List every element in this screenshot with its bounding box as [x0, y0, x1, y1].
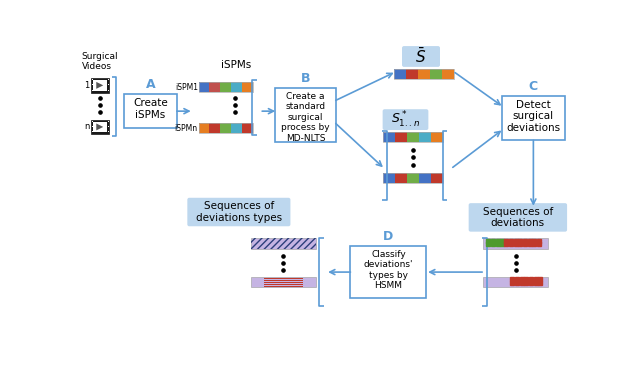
Polygon shape	[96, 82, 103, 89]
Bar	[92, 121, 93, 122]
Text: A: A	[146, 78, 156, 91]
Bar	[431, 132, 444, 142]
Bar	[407, 173, 419, 183]
Text: C: C	[529, 79, 538, 93]
Text: 1: 1	[84, 81, 90, 90]
Bar	[264, 284, 303, 285]
Bar	[108, 89, 109, 91]
Text: B: B	[301, 72, 310, 85]
Bar	[220, 82, 231, 92]
Text: Detect
surgical
deviations: Detect surgical deviations	[506, 100, 561, 133]
Bar	[394, 69, 454, 79]
Bar	[264, 286, 303, 287]
Bar	[431, 173, 444, 183]
Bar	[407, 132, 419, 142]
Bar	[419, 132, 431, 142]
Bar	[351, 246, 426, 298]
FancyBboxPatch shape	[468, 203, 567, 231]
Text: Sequences of
deviations types: Sequences of deviations types	[196, 201, 282, 223]
Text: D: D	[383, 230, 394, 243]
Bar	[394, 69, 406, 79]
Bar	[93, 80, 107, 91]
Bar	[418, 69, 430, 79]
Bar	[250, 238, 316, 249]
Bar	[430, 69, 442, 79]
Bar	[383, 173, 444, 183]
Text: n: n	[84, 123, 90, 131]
Text: iSPM1: iSPM1	[175, 83, 198, 92]
Text: $\bar{S}$: $\bar{S}$	[415, 47, 427, 66]
Bar	[108, 131, 109, 132]
FancyBboxPatch shape	[188, 198, 291, 226]
Bar	[198, 82, 253, 92]
Bar	[209, 82, 220, 92]
Bar	[483, 277, 548, 287]
Bar	[91, 78, 109, 93]
Bar	[406, 69, 418, 79]
Text: iSPMn: iSPMn	[175, 124, 198, 132]
Bar	[264, 282, 303, 283]
Bar	[220, 123, 231, 133]
Polygon shape	[96, 124, 103, 130]
Bar	[395, 132, 407, 142]
Text: Surgical
Videos: Surgical Videos	[81, 52, 118, 71]
FancyBboxPatch shape	[402, 46, 440, 67]
Bar	[92, 79, 93, 80]
Bar	[231, 123, 242, 133]
Bar	[124, 94, 177, 128]
Bar	[242, 82, 253, 92]
Text: Create a
standard
surgical
process by
MD-NLTS: Create a standard surgical process by MD…	[281, 92, 330, 142]
Bar	[242, 123, 253, 133]
Bar	[108, 79, 109, 80]
Bar	[483, 238, 548, 249]
Bar	[275, 88, 336, 142]
Text: Create
iSPMs: Create iSPMs	[133, 98, 168, 120]
Text: Classify
deviations'
types by
HSMM: Classify deviations' types by HSMM	[364, 250, 413, 290]
Bar	[108, 126, 109, 127]
Bar	[198, 82, 209, 92]
Text: iSPMs: iSPMs	[221, 60, 252, 70]
Bar	[502, 96, 565, 141]
Bar	[198, 123, 253, 133]
Bar	[209, 123, 220, 133]
Bar	[231, 82, 242, 92]
Bar	[108, 121, 109, 122]
Bar	[198, 123, 209, 133]
Bar	[92, 126, 93, 127]
Bar	[250, 277, 316, 287]
Bar	[91, 120, 109, 134]
Bar	[250, 238, 316, 249]
Bar	[383, 132, 395, 142]
Bar	[264, 278, 303, 279]
Bar	[383, 173, 395, 183]
Bar	[395, 173, 407, 183]
Bar	[92, 84, 93, 85]
Text: Sequences of
deviations: Sequences of deviations	[483, 206, 553, 228]
Bar	[442, 69, 454, 79]
Bar	[383, 132, 444, 142]
Bar	[92, 89, 93, 91]
Bar	[92, 131, 93, 132]
Text: $S^*_{1..n}$: $S^*_{1..n}$	[391, 110, 420, 130]
Bar	[264, 280, 303, 281]
Bar	[108, 84, 109, 85]
Bar	[419, 173, 431, 183]
Bar	[93, 121, 107, 132]
FancyBboxPatch shape	[383, 109, 428, 130]
